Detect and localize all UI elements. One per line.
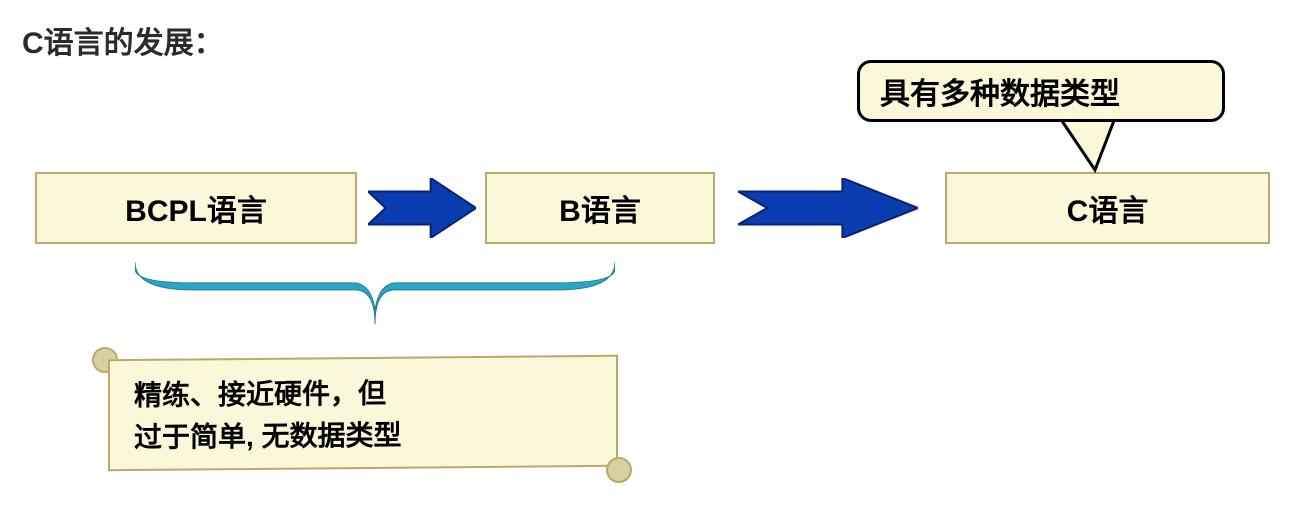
scroll-note: 精练、接近硬件，但 过于简单, 无数据类型 [0, 0, 1304, 522]
scroll-line-2: 过于简单, 无数据类型 [134, 413, 606, 459]
scroll-body: 精练、接近硬件，但 过于简单, 无数据类型 [108, 355, 618, 471]
scroll-curl-br [606, 457, 632, 483]
scroll-line-1: 精练、接近硬件，但 [134, 371, 606, 417]
